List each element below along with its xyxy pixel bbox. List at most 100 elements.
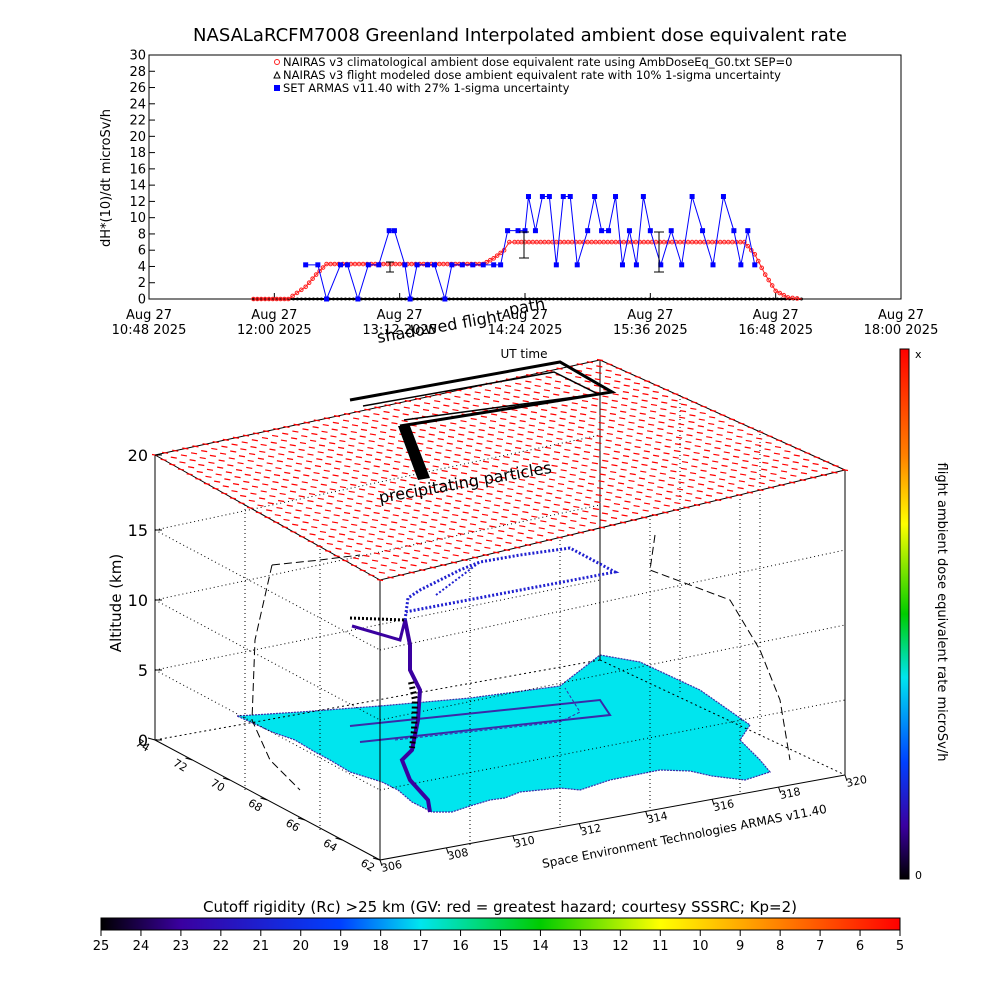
rigidity-mark [326, 542, 333, 546]
rigidity-mark [621, 397, 629, 400]
rigidity-mark [619, 521, 627, 524]
rigidity-mark [370, 479, 377, 482]
rigidity-mark [763, 455, 770, 458]
rigidity-mark [560, 469, 567, 472]
rigidity-mark [475, 542, 482, 545]
rigidity-mark [646, 488, 653, 491]
rigidity-mark [292, 476, 300, 479]
rigidity-mark [404, 458, 411, 461]
rigidity-mark [612, 393, 619, 396]
series-nairas-flight-point [571, 297, 575, 301]
rigidity-mark [535, 378, 542, 381]
rigidity-mark [329, 488, 336, 491]
x-tick-label-date: Aug 27 [251, 308, 297, 323]
rigidity-mark [785, 443, 792, 446]
rigidity-mark [643, 386, 650, 389]
rigidity-mark [361, 521, 368, 524]
rigidity-mark [499, 522, 506, 526]
rigidity-mark [353, 417, 360, 420]
rigidity-mark [229, 497, 236, 500]
rigidity-mark [661, 465, 668, 468]
rigidity-mark [438, 483, 445, 486]
rigidity-mark [542, 460, 549, 463]
rigidity-mark [492, 511, 499, 514]
rigidity-mark [380, 564, 387, 567]
rigidity-mark [316, 458, 323, 461]
rigidity-mark [519, 478, 526, 481]
rigidity-mark [293, 423, 300, 426]
rigidity-mark [557, 430, 564, 434]
rigidity-mark [548, 426, 555, 429]
series-nairas-flight-point [427, 297, 431, 301]
rigidity-mark [558, 424, 565, 427]
series-nairas-flight-point [459, 297, 463, 301]
rigidity-mark [507, 487, 514, 491]
series-nairas-flight-point [595, 297, 599, 301]
rigidity-mark [546, 492, 553, 495]
colorbar-tick-label: 15 [492, 939, 509, 954]
rigidity-mark [512, 402, 519, 405]
series-nairas-clim-point [310, 276, 315, 281]
rigidity-mark [595, 494, 602, 497]
x-tick-label-time: 14:24 2025 [488, 323, 563, 338]
series-nairas-flight-point [371, 297, 375, 301]
longitude-tick-mark [379, 859, 383, 867]
rigidity-mark [708, 480, 715, 484]
rigidity-mark [281, 526, 288, 529]
rigidity-mark [386, 495, 394, 498]
rigidity-mark [295, 509, 302, 512]
rigidity-mark [473, 549, 480, 552]
rigidity-mark [580, 413, 587, 416]
rigidity-mark [757, 430, 764, 434]
series-nairas-clim-point [313, 272, 319, 277]
series-nairas-flight-point [359, 297, 363, 301]
series-nairas-flight-point [363, 297, 367, 301]
altitude-tick-label: 15 [128, 521, 148, 540]
error-bars [386, 231, 664, 273]
series-nairas-flight-point [535, 297, 539, 301]
x-tick-label-date: Aug 27 [878, 308, 924, 323]
rigidity-mark [306, 460, 313, 463]
series-armas-point [324, 296, 330, 302]
rigidity-mark [624, 448, 631, 451]
series-nairas-flight-point [523, 297, 527, 301]
rigidity-mark [474, 391, 481, 394]
rigidity-mark [422, 554, 429, 557]
rigidity-mark [202, 443, 209, 446]
rigidity-mark [661, 401, 668, 404]
rigidity-mark [538, 422, 546, 425]
rigidity-mark [401, 472, 408, 475]
rigidity-mark [331, 481, 338, 484]
rigidity-mark [412, 556, 419, 560]
rigidity-mark [267, 455, 275, 458]
rigidity-mark [515, 382, 522, 385]
rigidity-mark [679, 416, 686, 419]
rigidity-mark [321, 430, 328, 433]
rigidity-mark [498, 483, 505, 486]
rigidity-mark [591, 404, 598, 407]
series-nairas-flight-point [735, 297, 739, 301]
rigidity-mark [444, 456, 451, 459]
rigidity-mark [607, 484, 614, 487]
rigidity-mark [449, 481, 456, 484]
rigidity-mark [398, 486, 406, 489]
rigidity-mark [567, 533, 574, 537]
rigidity-mark [360, 481, 367, 484]
series-nairas-flight-point [703, 297, 707, 301]
rigidity-mark [589, 521, 597, 525]
rigidity-mark [577, 426, 585, 429]
rigidity-mark [250, 446, 257, 449]
series-nairas-flight-point [711, 297, 715, 301]
rigidity-mark [247, 506, 254, 509]
rigidity-mark [405, 544, 412, 548]
series-nairas-clim-point [766, 277, 772, 283]
series-nairas-flight-point [695, 297, 699, 301]
rigidity-mark [604, 375, 612, 379]
rigidity-mark [803, 458, 810, 461]
series-armas-line [305, 196, 756, 301]
rigidity-mark [386, 449, 393, 452]
rigidity-mark [310, 439, 317, 442]
rigidity-mark [463, 400, 470, 403]
series-nairas-flight-point [659, 297, 663, 301]
rigidity-mark [522, 458, 530, 461]
